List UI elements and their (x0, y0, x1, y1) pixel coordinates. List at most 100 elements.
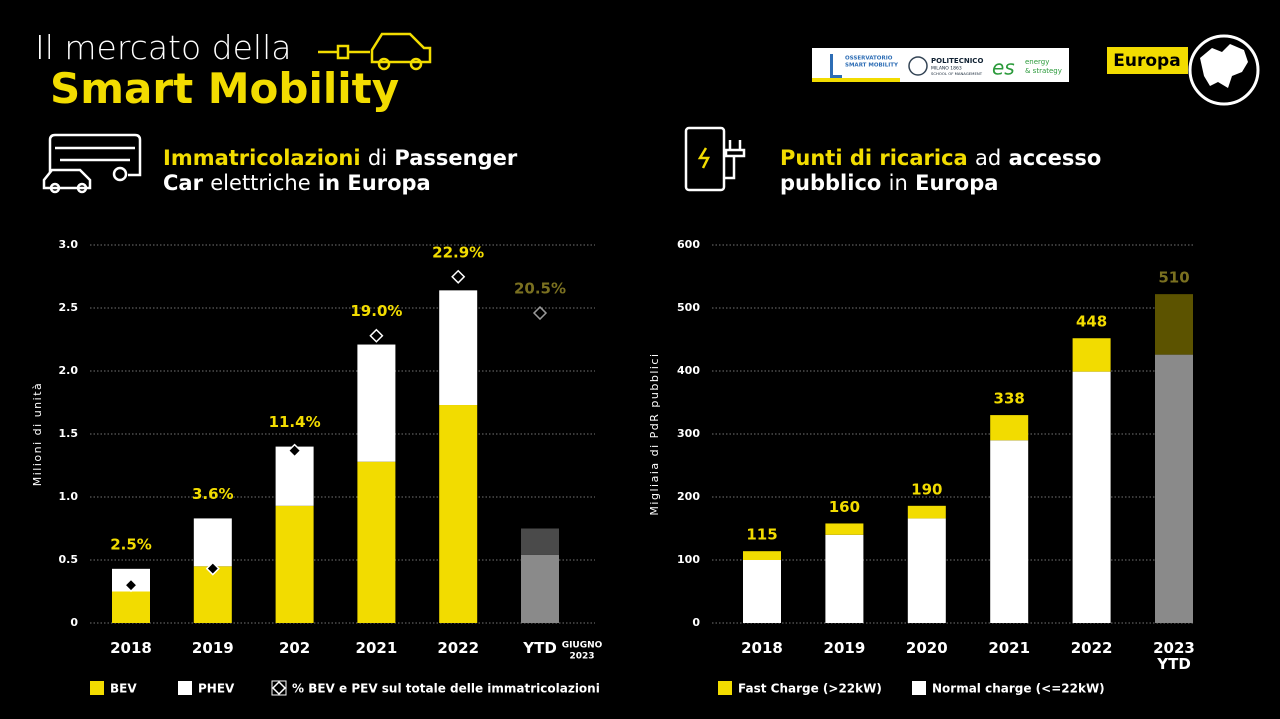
car-icon (318, 32, 432, 71)
legend-label: BEV (110, 682, 137, 696)
title-part: accesso (1008, 146, 1102, 170)
title-part: di (367, 146, 388, 170)
legend-swatch (90, 681, 104, 695)
percent-marker (123, 578, 139, 593)
logo-text: OSSERVATORIO (845, 56, 893, 62)
bar (193, 518, 232, 567)
percent-marker (369, 328, 384, 343)
bar (825, 523, 864, 535)
data-label: 2.5% (110, 535, 152, 553)
bar (357, 461, 396, 623)
y-tick-label: 600 (677, 238, 700, 251)
title-part: Punti di ricarica (780, 146, 968, 170)
category-note: GIUGNO (562, 641, 603, 651)
y-tick-label: 0 (70, 616, 78, 629)
percent-marker (205, 561, 220, 576)
legend-swatch (912, 681, 926, 695)
title-part: Passenger (394, 146, 518, 170)
percent-marker (451, 269, 466, 284)
legend-label: % BEV e PEV sul totale delle immatricola… (292, 682, 600, 696)
y-tick-label: 500 (677, 301, 700, 314)
bar (112, 591, 150, 623)
x-tick-label: 2018 (110, 639, 152, 657)
y-axis-label: Milioni di unità (31, 382, 44, 487)
y-tick-label: 400 (677, 364, 700, 377)
x-tick-label: 202 (278, 639, 311, 657)
legend-label: PHEV (198, 682, 235, 696)
total-label: 338 (994, 390, 1025, 408)
legend-swatch (718, 681, 732, 695)
y-tick-label: 300 (677, 427, 700, 440)
logo-text: es (992, 56, 1015, 80)
bar (439, 405, 478, 623)
title-part: in Europa (317, 171, 431, 195)
bar (825, 534, 864, 623)
bar (357, 344, 396, 462)
data-label: 20.5% (514, 280, 566, 298)
data-label: 22.9% (432, 243, 484, 261)
logos: OSSERVATORIO SMART MOBILITY POLITECNICO … (812, 34, 1260, 106)
data-label: 11.4% (269, 413, 321, 431)
legend-swatch (178, 681, 192, 695)
x-tick-label: 2021 (355, 639, 398, 657)
data-label: 3.6% (192, 485, 234, 503)
x-tick-label: YTD (523, 639, 557, 657)
title-part: in (888, 171, 908, 195)
logo-text: SMART MOBILITY (845, 63, 899, 69)
x-tick-label: 2022 (1070, 639, 1113, 657)
legend-label: Fast Charge (>22kW) (738, 682, 882, 696)
total-label: 160 (829, 498, 860, 516)
page-title: Smart Mobility (50, 64, 400, 113)
page-title: Il mercato della (35, 28, 292, 67)
chart-title: Immatricolazioni di Passenger Car elettri… (163, 146, 563, 196)
percent-marker (287, 443, 302, 458)
total-label: 510 (1158, 269, 1189, 287)
bar (1072, 371, 1111, 623)
bar (907, 505, 946, 519)
y-tick-label: 200 (677, 490, 700, 503)
x-tick-label: 2019 (191, 639, 234, 657)
bar (743, 551, 781, 560)
total-label: 190 (911, 480, 942, 498)
title-part: Car (163, 171, 203, 195)
logo-text: energy (1025, 58, 1049, 66)
y-tick-label: 100 (677, 553, 700, 566)
logo-text: & strategy (1025, 67, 1062, 75)
x-tick-label: 2022 (437, 639, 480, 657)
data-label: 19.0% (350, 302, 402, 320)
x-tick-label: 2019 (823, 639, 866, 657)
bar (990, 440, 1029, 623)
bar (907, 518, 946, 623)
y-tick-label: 1.5 (59, 427, 79, 440)
y-tick-label: 3.0 (59, 238, 79, 251)
percent-marker (532, 305, 548, 321)
bar (439, 290, 478, 406)
y-axis-label: Migliaia di PdR pubblici (648, 352, 661, 515)
bar (193, 566, 232, 623)
title-part: pubblico (780, 171, 882, 195)
bar (743, 560, 781, 623)
y-tick-label: 2.5 (59, 301, 79, 314)
bar (521, 554, 559, 623)
total-label: 448 (1076, 313, 1107, 331)
bar (275, 505, 314, 623)
x-tick-label: 2018 (741, 639, 783, 657)
charger-icon (684, 126, 746, 192)
x-tick-label: 2023 YTD (1153, 639, 1195, 673)
logo-text: POLITECNICO (931, 57, 983, 65)
logo-text: MILANO 1863 (931, 66, 962, 72)
title-part: ad (975, 146, 1002, 170)
title-part: Immatricolazioni (163, 146, 361, 170)
region-label: Europa (1113, 51, 1180, 71)
legend-label: Normal charge (<=22kW) (932, 682, 1105, 696)
y-tick-label: 2.0 (59, 364, 79, 377)
bar (990, 415, 1029, 441)
x-tick-label: 2021 (988, 639, 1031, 657)
title-part: Europa (915, 171, 999, 195)
logo-text: SCHOOL OF MANAGEMENT (931, 71, 983, 76)
chart-title: Punti di ricarica ad accesso pubblico in … (780, 146, 1180, 196)
y-tick-label: 0 (692, 616, 700, 629)
title-part: elettriche (210, 171, 311, 195)
bar (1155, 354, 1193, 623)
